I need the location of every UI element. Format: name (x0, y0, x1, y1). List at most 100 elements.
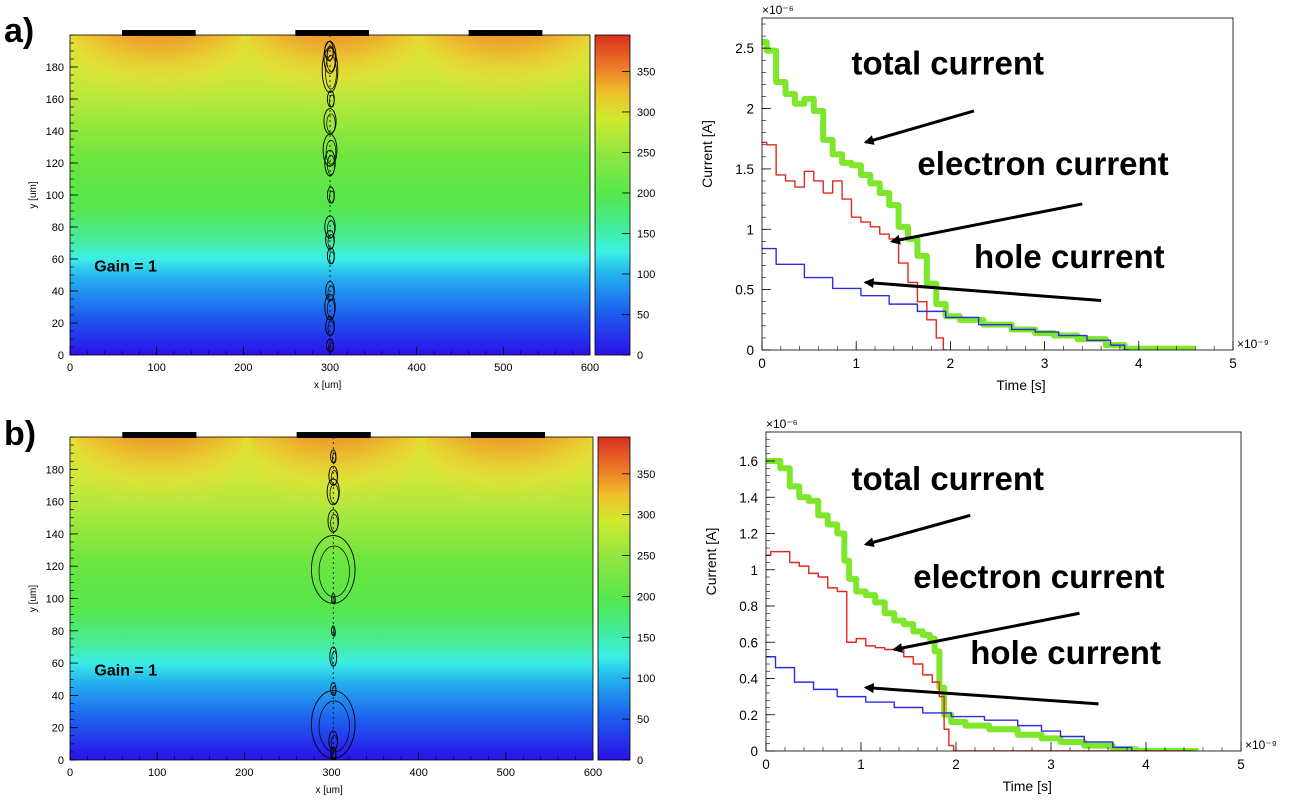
electrode-bar (295, 30, 369, 36)
charge-cloud (321, 47, 339, 94)
charge-cloud (328, 730, 339, 751)
hotspot-0 (76, 35, 242, 111)
electrode-bar (468, 30, 543, 36)
hotspot-0 (76, 437, 243, 514)
x-tick-label: 3 (1047, 757, 1055, 772)
x-tick-label: 0 (67, 767, 73, 779)
y-tick-label: 100 (46, 594, 64, 606)
series-line-electron (762, 141, 946, 350)
x-tick-label: 1 (857, 757, 865, 772)
x-tick-label: 100 (147, 362, 165, 374)
annotation-label: hole current (970, 634, 1161, 671)
colorbar-tick-label: 200 (637, 188, 655, 200)
y-tick-label: 0.8 (739, 599, 758, 614)
y-tick-label: 140 (46, 126, 64, 138)
y-tick-label: 0 (750, 744, 758, 759)
series-line-total (766, 458, 1199, 751)
colorbar-tick-label: 50 (637, 309, 649, 321)
colorbar-tick-label: 0 (637, 755, 643, 767)
x-tick-label: 300 (322, 767, 340, 779)
x-tick-label: 500 (494, 362, 512, 374)
x-tick-label: 0 (762, 757, 770, 772)
charge-cloud (328, 342, 334, 353)
charge-cloud (329, 251, 335, 265)
charge-cloud (325, 139, 337, 165)
y-tick-label: 2 (746, 102, 754, 117)
hotspot-2 (425, 437, 591, 514)
y-tick-label: 0.2 (739, 708, 758, 723)
colorbar-tick-label: 200 (637, 591, 655, 603)
x-tick-label: 2 (952, 757, 960, 772)
x-axis-label: Time [s] (996, 377, 1045, 393)
arrow-icon (863, 513, 971, 548)
y-tick-label: 0 (58, 350, 64, 362)
y-tick-label: 20 (52, 318, 64, 330)
x-tick-label: 600 (581, 362, 599, 374)
y-tick-label: 40 (52, 286, 64, 298)
hotspots (76, 437, 591, 514)
electrode-bar (296, 432, 371, 438)
arrow-icon (890, 202, 1083, 245)
annotation-label: total current (851, 45, 1044, 82)
colorbar-tick-label: 350 (637, 66, 655, 78)
y-tick-label: 120 (46, 561, 64, 573)
x-tick-label: 0 (67, 362, 73, 374)
charge-cloud (328, 465, 339, 486)
y-tick-label: 0.6 (739, 635, 758, 650)
colorbar-tick-label: 100 (637, 673, 655, 685)
colorbar-tick-label: 300 (637, 510, 655, 522)
x-tick-label: 300 (321, 362, 339, 374)
x-axis-label: x [um] (314, 380, 341, 391)
y-tick-label: 1.4 (739, 490, 758, 505)
y-axis-label: Current [A] (703, 528, 719, 596)
x-tick-label: 3 (1041, 356, 1049, 371)
charge-cloud (327, 285, 335, 301)
series-line-hole (762, 247, 1130, 350)
y-axis-label: Current [A] (699, 120, 715, 188)
annotation-label: electron current (913, 558, 1164, 595)
y-tick-label: 80 (52, 626, 64, 638)
charge-cloud (324, 40, 334, 62)
colorbar-tick-label: 100 (637, 269, 655, 281)
charge-cloud (329, 483, 339, 504)
y-tick-label: 0.4 (739, 672, 758, 687)
electrode-bar (470, 432, 546, 438)
colorbar-tick-label: 0 (637, 350, 643, 362)
charge-cloud (331, 651, 338, 667)
x-tick-label: 400 (407, 362, 425, 374)
x-tick-label: 5 (1229, 356, 1237, 371)
plot-frame (761, 17, 1234, 351)
charge-cloud (326, 113, 336, 134)
y-tick-label: 1 (750, 563, 758, 578)
charge-cloud (330, 735, 338, 751)
hotspot-2 (423, 35, 588, 111)
field-map-b: 0 100 200 300 400 500 600020406080100120140160… (28, 432, 655, 796)
colorbar-tick-label: 50 (637, 714, 649, 726)
series-line-total (762, 39, 1196, 350)
plot-bg (762, 18, 1233, 350)
colorbar-tick-label: 150 (637, 632, 655, 644)
annotation-label: total current (852, 460, 1045, 497)
charge-cloud (330, 514, 339, 532)
charge-clouds (321, 35, 339, 355)
y-tick-label: 160 (46, 497, 64, 509)
x-tick-label: 2 (947, 356, 955, 371)
colorbar (594, 34, 631, 356)
series-group (766, 458, 1199, 751)
panel-label-a: a) (4, 12, 34, 50)
charge-cloud (324, 293, 336, 321)
field-map-a: 0 100 200 300 400 500 600020406080100120140160… (28, 30, 655, 391)
charge-cloud (332, 453, 337, 464)
charge-clouds (311, 437, 356, 760)
y-tick-label: 160 (46, 94, 64, 106)
x-axis-label: Time [s] (1003, 778, 1052, 794)
y-axis-label: y [um] (28, 585, 39, 612)
x-tick-label: 4 (1135, 356, 1143, 371)
arrow-icon (863, 278, 1102, 302)
x-tick-label: 5 (1237, 757, 1245, 772)
current-plot-a: 0 1 2 3 4 5 0 0.5 1 1.5 2 2.5 ×10⁻⁶ ×10⁻⁹ Time [s] Curr… (699, 3, 1269, 393)
y-tick-label: 1.5 (735, 162, 754, 177)
x-multiplier: ×10⁻⁹ (1237, 337, 1269, 351)
colorbar-tick-label: 300 (637, 107, 655, 119)
